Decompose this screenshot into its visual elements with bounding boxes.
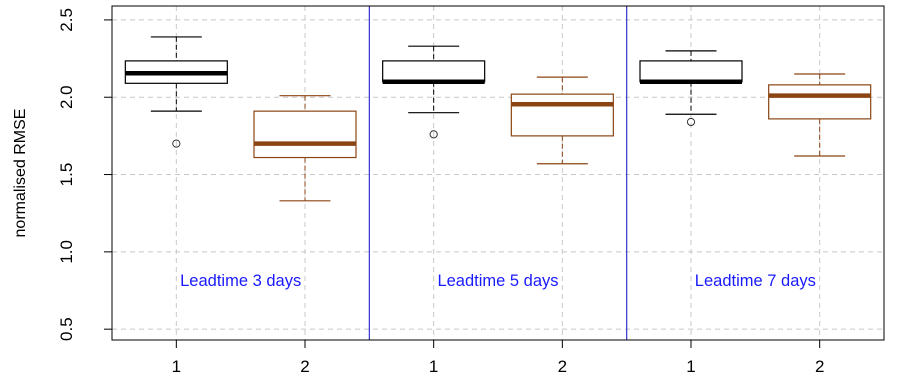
x-tick-label: 2 [300, 357, 309, 376]
outlier-point [429, 130, 438, 139]
plot-frame [111, 5, 885, 341]
x-tick-label: 2 [558, 357, 567, 376]
x-axis: 1 2 1 2 1 2 [172, 340, 824, 376]
x-tick-label: 1 [429, 357, 438, 376]
y-axis-title: normalised RMSE [12, 109, 29, 238]
box-iqr [768, 84, 872, 120]
boxplot [253, 95, 357, 202]
panel-label: Leadtime 5 days [437, 272, 558, 290]
boxplot [639, 50, 743, 127]
boxplot [510, 76, 614, 165]
outlier-point [686, 117, 696, 127]
y-axis: 0.5 1.0 1.5 2.0 2.5 [57, 8, 112, 341]
panel-label: Leadtime 7 days [695, 272, 816, 290]
outlier-point [172, 139, 181, 148]
boxplot [768, 73, 872, 157]
boxplots [124, 36, 872, 202]
y-tick-label: 2.0 [57, 85, 76, 109]
panel-dividers [368, 6, 628, 340]
boxplot [124, 36, 228, 148]
box-iqr [253, 110, 357, 159]
x-tick-label: 1 [686, 357, 695, 376]
box-iqr [639, 60, 743, 83]
box-iqr [510, 93, 614, 137]
box-iqr [382, 60, 486, 83]
x-tick-label: 1 [172, 357, 181, 376]
y-tick-label: 1.0 [57, 240, 76, 264]
boxplot [382, 45, 486, 139]
panel-label: Leadtime 3 days [180, 272, 301, 290]
x-tick-label: 2 [815, 357, 824, 376]
y-tick-label: 2.5 [57, 8, 76, 32]
y-tick-label: 1.5 [57, 163, 76, 187]
y-tick-label: 0.5 [57, 317, 76, 341]
panel-labels: Leadtime 3 days Leadtime 5 days Leadtime 7… [180, 272, 816, 290]
